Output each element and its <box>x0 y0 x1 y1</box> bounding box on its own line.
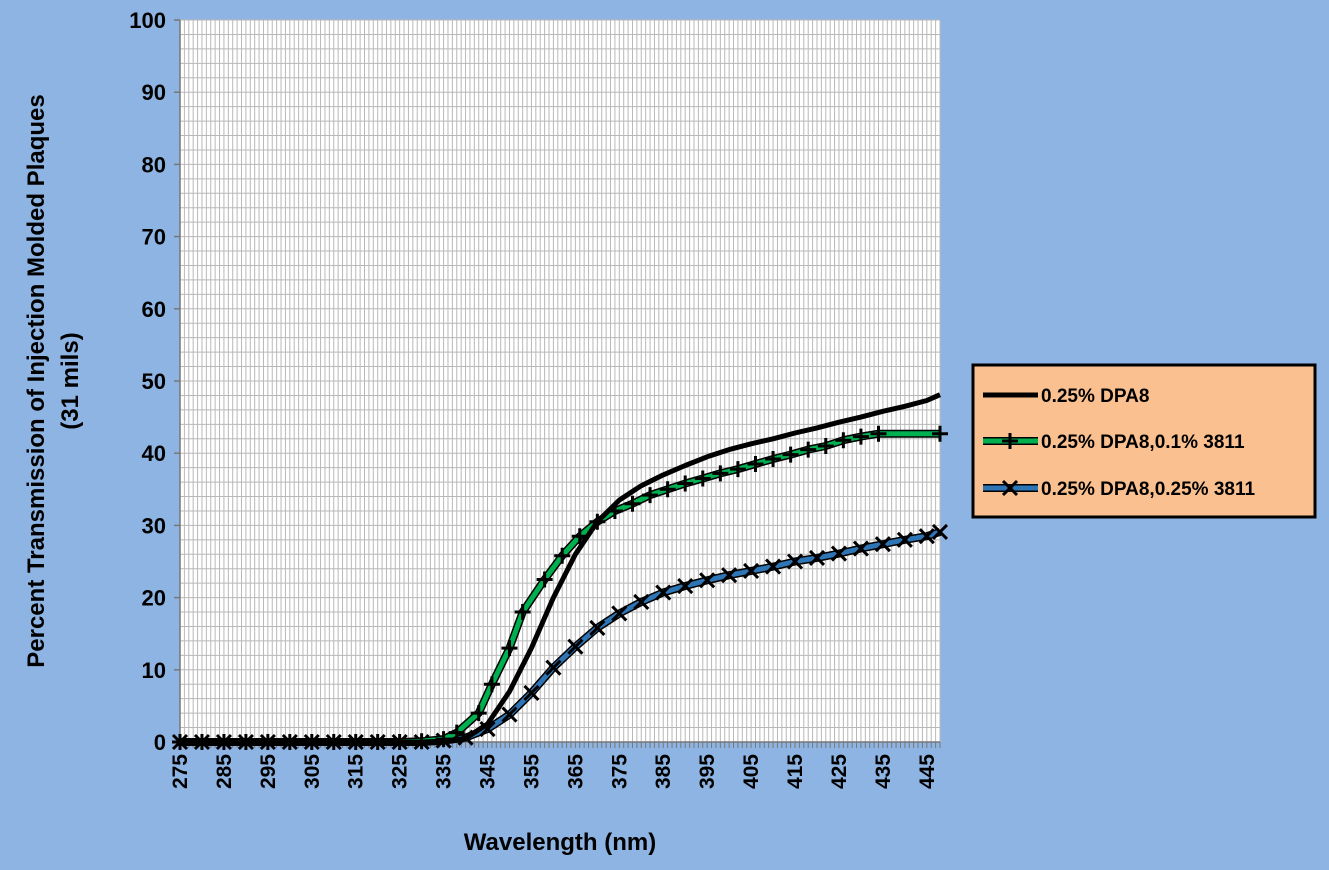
series-point <box>611 605 628 622</box>
y-tick-label: 10 <box>142 658 166 683</box>
series-point <box>932 425 948 442</box>
series-point <box>835 432 852 449</box>
legend-label: 0.25% DPA8,0.1% 3811 <box>1041 432 1245 453</box>
series-point <box>470 705 487 722</box>
legend-item-1: 0.25% DPA8 <box>983 386 1149 407</box>
y-tick-label: 40 <box>142 441 166 466</box>
legend-label: 0.25% DPA8 <box>1041 386 1149 407</box>
series-point <box>677 577 694 595</box>
series-point <box>694 470 711 487</box>
series-point <box>830 545 848 562</box>
x-tick-label: 395 <box>696 754 719 789</box>
x-tick-label: 385 <box>652 754 675 789</box>
x-tick-label: 445 <box>916 754 939 789</box>
series-point <box>642 487 659 504</box>
series-point <box>483 676 500 693</box>
series-point <box>852 428 869 445</box>
x-tick-label: 325 <box>389 754 412 789</box>
series-point <box>721 567 738 584</box>
y-tick-label: 100 <box>129 8 166 33</box>
x-tick-label: 305 <box>301 754 324 789</box>
series-point <box>545 659 562 676</box>
x-tick-label: 435 <box>872 754 895 789</box>
series-point <box>896 531 913 548</box>
y-axis-title: Percent Transmission of Injection Molded… <box>23 94 50 667</box>
x-tick-label: 275 <box>169 754 192 789</box>
series-point <box>870 425 887 442</box>
series-point <box>501 706 518 723</box>
x-tick-label: 375 <box>608 754 631 789</box>
x-tick-label: 355 <box>520 754 543 789</box>
x-tick-label: 315 <box>345 754 368 789</box>
series-point <box>800 441 817 458</box>
series-point <box>699 572 716 589</box>
series-point <box>514 604 531 621</box>
series-point <box>931 523 949 540</box>
series-point <box>765 558 782 575</box>
legend-label: 0.25% DPA8,0.25% 3811 <box>1041 479 1256 500</box>
x-tick-label: 415 <box>784 754 807 789</box>
x-tick-label: 345 <box>477 754 500 789</box>
y-tick-label: 80 <box>142 152 166 177</box>
x-tick-label: 295 <box>257 754 280 789</box>
y-tick-label: 20 <box>142 586 166 611</box>
x-axis-title: Wavelength (nm) <box>464 829 656 856</box>
series-point <box>808 549 826 566</box>
series-point <box>633 593 650 610</box>
series-point <box>624 495 641 512</box>
y-tick-label: 70 <box>142 225 166 250</box>
series-point <box>874 536 891 553</box>
x-tick-label: 405 <box>740 754 763 789</box>
series-point <box>536 571 553 588</box>
series-layer <box>171 392 949 751</box>
x-tick-label: 335 <box>433 754 456 789</box>
y-tick-label: 60 <box>142 297 166 322</box>
y-axis-title-subline: (31 mils) <box>57 332 84 429</box>
x-tick-label: 285 <box>213 754 236 789</box>
series-point <box>589 619 606 636</box>
series-point <box>1002 433 1018 449</box>
series-point <box>677 475 694 492</box>
series-point <box>782 446 799 463</box>
y-tick-label: 0 <box>154 730 166 755</box>
series-point <box>712 465 729 482</box>
y-tick-label: 30 <box>142 513 166 538</box>
series-point <box>918 528 935 545</box>
series-point <box>554 547 571 564</box>
series-point <box>659 481 676 498</box>
legend: 0.25% DPA8 0.25% DPA8,0.1% 3811 0.25% DPA8… <box>971 363 1317 519</box>
series-line <box>180 392 942 745</box>
legend-item-3: 0.25% DPA8,0.25% 3811 <box>983 479 1256 500</box>
x-tick-label: 425 <box>828 754 851 789</box>
series-point <box>655 584 672 601</box>
series-point <box>1001 479 1019 497</box>
series-point <box>501 640 518 657</box>
series-point <box>747 456 764 473</box>
series-point <box>817 437 834 454</box>
y-tick-label: 50 <box>142 369 166 394</box>
series-point <box>786 553 804 570</box>
series-point <box>743 562 760 579</box>
x-tick-label: 365 <box>564 754 587 789</box>
series-point <box>852 540 869 557</box>
series-1 <box>180 392 942 745</box>
series-point <box>567 638 584 655</box>
series-point <box>523 684 540 701</box>
legend-item-2: 0.25% DPA8,0.1% 3811 <box>983 432 1245 453</box>
series-point <box>765 450 782 467</box>
y-tick-label: 90 <box>142 80 166 105</box>
series-point <box>729 461 746 478</box>
